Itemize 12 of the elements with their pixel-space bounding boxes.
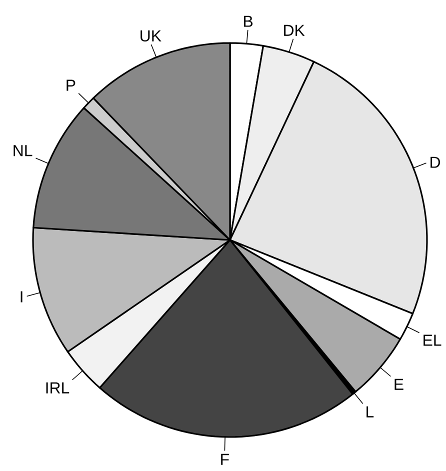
slice-label: NL (14, 145, 32, 156)
slice-label: D (430, 156, 440, 168)
slice-label: L (366, 406, 374, 418)
slice-label: UK (140, 30, 162, 42)
slice-label: DK (284, 24, 305, 36)
slice-label: I (20, 291, 22, 302)
slice-label: EL (424, 334, 442, 346)
slice-label: IRL (46, 382, 70, 394)
slice-label: P (66, 80, 76, 91)
slice-label: E (394, 378, 404, 390)
slice-label: B (244, 16, 253, 27)
slice-label: F (221, 454, 229, 465)
